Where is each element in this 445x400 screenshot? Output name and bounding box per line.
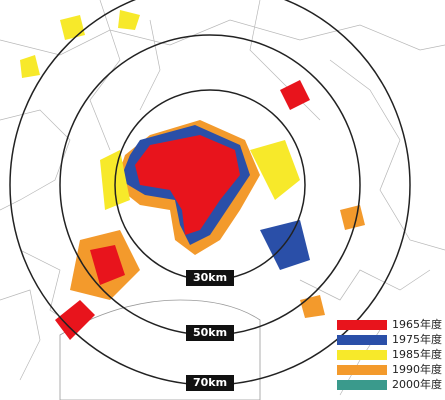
ring-label: 70km	[193, 376, 227, 389]
ring-labels: 30km 50km 70km	[186, 270, 234, 391]
legend-label: 1965年度	[392, 317, 442, 331]
legend-swatch	[337, 380, 387, 390]
legend-swatch	[337, 365, 387, 375]
legend-swatch	[337, 320, 387, 330]
legend-label: 1985年度	[392, 347, 442, 361]
legend-swatch	[337, 350, 387, 360]
ring-label-box	[186, 325, 234, 341]
ring-label-box	[186, 375, 234, 391]
urban-patches	[20, 10, 365, 340]
legend-label: 1990年度	[392, 362, 442, 376]
legend-swatch	[337, 335, 387, 345]
legend-label: 2000年度	[392, 377, 442, 391]
ring-label: 30km	[193, 271, 227, 284]
legend-label: 1975年度	[392, 332, 442, 346]
ring-label-box	[186, 270, 234, 286]
ring-label: 50km	[193, 326, 227, 339]
